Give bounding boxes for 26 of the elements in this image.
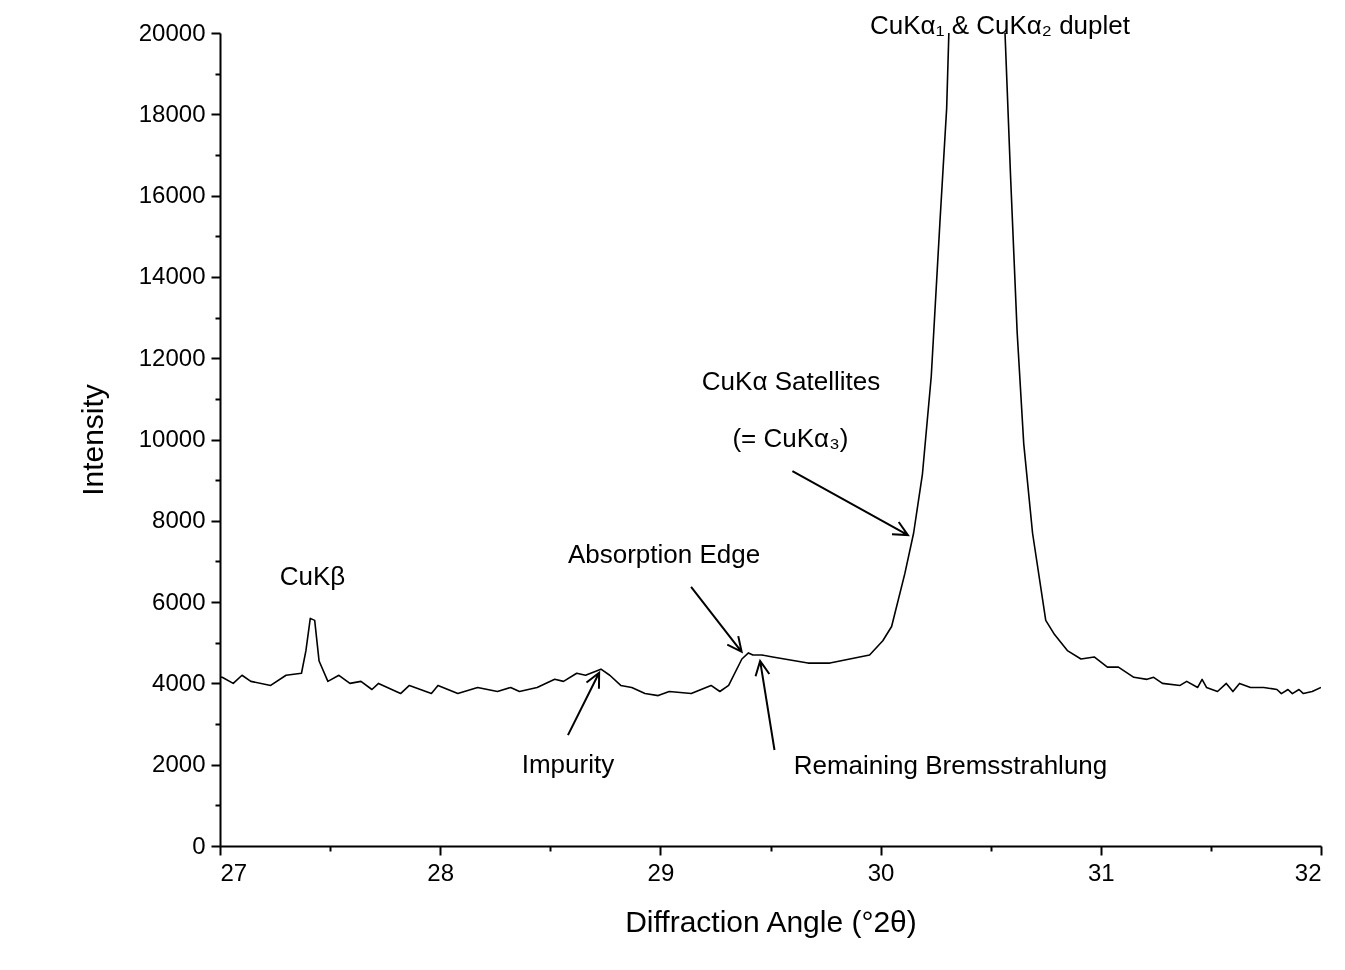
annotation: CuKα Satellites	[701, 366, 881, 396]
y-tick-label: 16000	[138, 181, 206, 209]
x-tick-label: 31	[1087, 858, 1115, 886]
y-tick-label: 8000	[152, 506, 206, 534]
y-tick-label: 6000	[152, 587, 206, 615]
x-tick-label: 30	[867, 858, 895, 886]
x-tick-label: 27	[220, 858, 248, 886]
y-tick-label: 4000	[152, 668, 206, 696]
x-tick-label: 29	[647, 858, 675, 886]
y-tick-label: 20000	[138, 18, 206, 46]
annotation: Impurity	[521, 749, 615, 780]
y-tick-label: 12000	[138, 343, 206, 371]
y-tick-label: 10000	[138, 425, 206, 452]
y-tick-label: 14000	[138, 262, 206, 290]
y-tick-label: 0	[192, 831, 206, 859]
x-tick-label: 32	[1294, 858, 1322, 886]
annotation: CuKα₁ & CuKα₂ duplet	[870, 10, 1131, 40]
annotation: Absorption Edge	[567, 538, 761, 569]
x-axis-title: Diffraction Angle (°2θ)	[625, 904, 917, 938]
annotation: (= CuKα₃)	[732, 423, 849, 454]
y-tick-label: 2000	[152, 750, 206, 778]
x-tick-label: 28	[427, 858, 455, 886]
y-axis-title: Intensity	[75, 384, 109, 496]
y-tick-label: 18000	[138, 99, 206, 127]
annotation: CuKβ	[279, 561, 346, 592]
annotation: Remaining Bremsstrahlung	[793, 749, 1108, 780]
